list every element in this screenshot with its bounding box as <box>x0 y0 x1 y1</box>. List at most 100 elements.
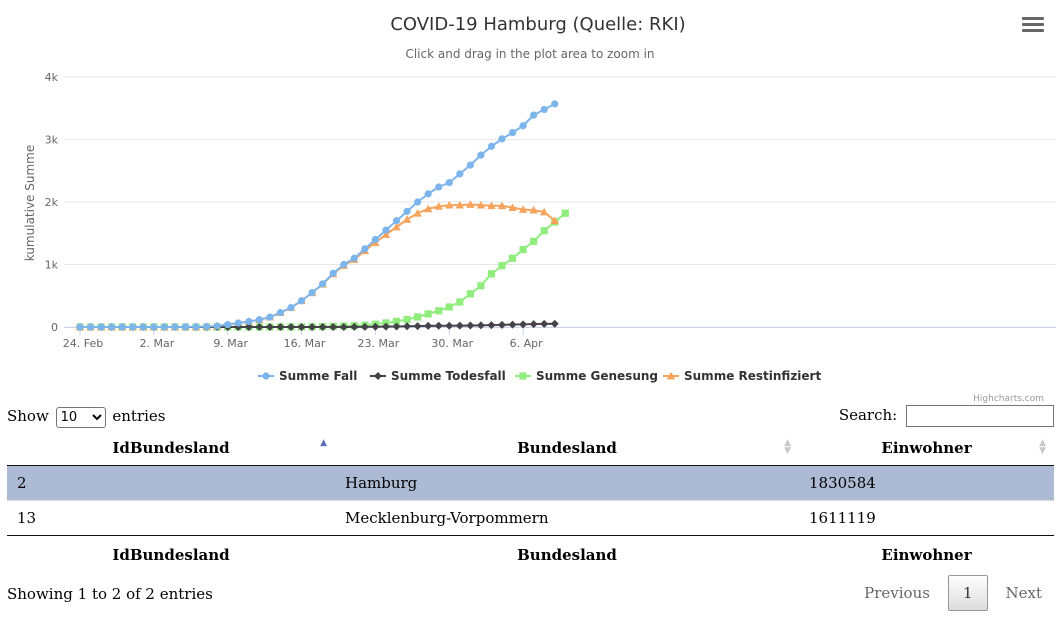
legend-marker-icon[interactable] <box>374 372 382 380</box>
data-point[interactable] <box>382 226 390 234</box>
data-point[interactable] <box>455 200 464 209</box>
data-point[interactable] <box>519 245 527 254</box>
data-point[interactable] <box>392 217 401 225</box>
data-point[interactable] <box>97 323 105 331</box>
data-point[interactable] <box>518 205 528 213</box>
data-point[interactable] <box>287 323 295 331</box>
data-point[interactable] <box>498 135 506 143</box>
data-point[interactable] <box>550 216 559 225</box>
data-point[interactable] <box>403 315 411 324</box>
data-point[interactable] <box>519 320 528 329</box>
data-point[interactable] <box>551 100 559 108</box>
data-point[interactable] <box>435 183 443 191</box>
data-point[interactable] <box>413 322 422 331</box>
data-point[interactable] <box>445 200 454 209</box>
data-point[interactable] <box>276 323 285 331</box>
data-point[interactable] <box>466 200 475 208</box>
data-point[interactable] <box>265 323 274 331</box>
data-point[interactable] <box>424 321 433 330</box>
data-point[interactable] <box>476 321 485 330</box>
data-point[interactable] <box>329 322 338 331</box>
data-point[interactable] <box>508 203 517 212</box>
data-point[interactable] <box>540 319 549 328</box>
data-point[interactable] <box>487 321 496 330</box>
data-point[interactable] <box>129 323 137 331</box>
data-point[interactable] <box>192 323 200 331</box>
legend-marker-icon[interactable] <box>262 372 270 380</box>
data-point[interactable] <box>498 320 506 329</box>
data-point[interactable] <box>86 323 95 331</box>
data-point[interactable] <box>371 235 379 244</box>
data-point[interactable] <box>392 317 401 325</box>
data-point[interactable] <box>530 111 538 119</box>
data-point[interactable] <box>329 269 337 277</box>
data-point[interactable] <box>414 198 422 206</box>
data-point[interactable] <box>423 204 433 213</box>
data-point[interactable] <box>424 310 432 318</box>
data-point[interactable] <box>402 215 412 223</box>
data-point[interactable] <box>466 161 474 169</box>
search-input[interactable] <box>906 405 1054 427</box>
data-point[interactable] <box>360 322 369 331</box>
legend-label[interactable]: Summe Restinfiziert <box>684 369 821 383</box>
data-point[interactable] <box>350 322 359 331</box>
data-point[interactable] <box>308 323 317 331</box>
table-row[interactable]: 13 Mecklenburg-Vorpommern 1611119 <box>7 500 1054 536</box>
data-point[interactable] <box>381 230 391 238</box>
legend-item[interactable]: Summe Todesfall <box>370 369 506 383</box>
data-point[interactable] <box>487 270 496 278</box>
data-point[interactable] <box>456 170 464 178</box>
data-point[interactable] <box>540 105 548 114</box>
legend-item[interactable]: Summe Fall <box>258 369 357 383</box>
data-point[interactable] <box>381 322 390 331</box>
data-point[interactable] <box>139 323 147 331</box>
data-point[interactable] <box>456 298 464 306</box>
data-point[interactable] <box>434 202 443 210</box>
data-point[interactable] <box>508 254 517 262</box>
data-point[interactable] <box>403 322 412 331</box>
data-point[interactable] <box>255 323 264 331</box>
data-point[interactable] <box>487 201 496 210</box>
data-point[interactable] <box>497 201 507 210</box>
data-point[interactable] <box>76 323 84 331</box>
column-header-idbundesland[interactable]: IdBundesland ▲ <box>7 430 335 466</box>
data-point[interactable] <box>171 323 179 331</box>
data-point[interactable] <box>540 207 549 216</box>
data-point[interactable] <box>213 322 221 330</box>
data-point[interactable] <box>361 245 369 253</box>
data-point[interactable] <box>445 303 453 311</box>
data-point[interactable] <box>350 254 358 262</box>
data-point[interactable] <box>561 209 569 217</box>
data-point[interactable] <box>234 319 242 327</box>
data-point[interactable] <box>498 262 506 270</box>
data-point[interactable] <box>445 179 453 187</box>
data-point[interactable] <box>487 142 496 150</box>
data-point[interactable] <box>308 289 316 297</box>
data-point[interactable] <box>466 321 475 330</box>
data-point[interactable] <box>435 307 443 315</box>
legend-marker-icon[interactable] <box>666 371 676 380</box>
data-point[interactable] <box>519 122 527 130</box>
data-point[interactable] <box>287 304 295 312</box>
data-point[interactable] <box>477 151 485 159</box>
column-header-bundesland[interactable]: Bundesland ▲ ▼ <box>335 430 799 466</box>
data-point[interactable] <box>319 280 327 288</box>
chart-credits[interactable]: Highcharts.com <box>973 394 1044 404</box>
column-header-einwohner[interactable]: Einwohner ▲ ▼ <box>799 430 1054 466</box>
chart-container[interactable]: COVID-19 Hamburg (Quelle: RKI) Click and… <box>0 0 1062 405</box>
previous-button[interactable]: Previous <box>864 584 930 602</box>
data-point[interactable] <box>150 323 158 331</box>
legend-item[interactable]: Summe Genesung <box>515 369 658 383</box>
legend-label[interactable]: Summe Genesung <box>536 369 658 383</box>
data-point[interactable] <box>318 323 327 331</box>
data-point[interactable] <box>434 321 443 330</box>
data-point[interactable] <box>508 320 517 329</box>
data-point[interactable] <box>203 322 211 331</box>
chart-menu-icon[interactable] <box>1022 17 1044 35</box>
data-point[interactable] <box>466 290 474 298</box>
data-point[interactable] <box>340 260 348 269</box>
data-point[interactable] <box>403 207 411 215</box>
table-row[interactable]: 2 Hamburg 1830584 <box>7 465 1054 501</box>
data-point[interactable] <box>297 323 306 331</box>
data-point[interactable] <box>266 313 274 321</box>
